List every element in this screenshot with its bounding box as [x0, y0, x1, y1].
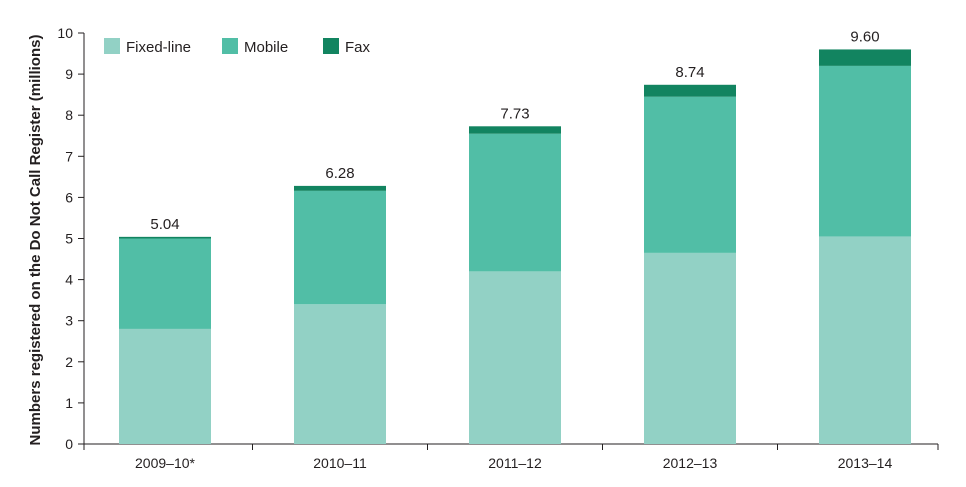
total-label: 7.73 — [500, 105, 529, 122]
legend-label: Fax — [345, 39, 371, 56]
y-tick-label: 8 — [65, 107, 73, 123]
y-axis: 0 1 2 3 4 5 6 7 8 9 10 — [57, 25, 85, 452]
y-tick-label: 9 — [65, 66, 73, 82]
legend-label: Fixed-line — [126, 39, 191, 56]
total-label: 6.28 — [325, 165, 354, 182]
bar-mobile-3 — [644, 96, 736, 253]
y-tick-label: 6 — [65, 189, 73, 205]
y-tick-label: 2 — [65, 354, 73, 370]
y-tick-label: 0 — [65, 436, 73, 452]
bars — [119, 49, 911, 444]
x-tick-label: 2009–10* — [135, 455, 196, 471]
x-tick-label: 2013–14 — [838, 455, 893, 471]
bar-fixed-line-4 — [819, 236, 911, 444]
bar-fixed-line-0 — [119, 328, 211, 444]
y-tick-label: 1 — [65, 395, 73, 411]
x-axis: 2009–10* 2010–11 2011–12 2012–13 2013–14 — [83, 443, 939, 471]
x-tick-label: 2010–11 — [313, 455, 367, 471]
y-axis-title: Numbers registered on the Do Not Call Re… — [27, 35, 44, 446]
total-label: 8.74 — [675, 64, 704, 81]
bar-fax-1 — [294, 185, 386, 191]
x-tick-label: 2011–12 — [488, 455, 542, 471]
bar-mobile-1 — [294, 190, 386, 305]
total-label: 5.04 — [150, 216, 179, 233]
legend-swatch — [323, 38, 339, 54]
y-tick-label: 3 — [65, 313, 73, 329]
x-tick-label: 2012–13 — [663, 455, 718, 471]
y-tick-label: 7 — [65, 148, 73, 164]
bar-fax-0 — [119, 236, 211, 239]
bar-fixed-line-1 — [294, 304, 386, 444]
y-tick-label: 4 — [65, 272, 73, 288]
legend-label: Mobile — [244, 39, 288, 56]
y-tick-label: 10 — [57, 25, 73, 41]
bar-mobile-4 — [819, 65, 911, 237]
bar-fax-4 — [819, 49, 911, 66]
total-label: 9.60 — [850, 28, 879, 45]
legend-swatch — [222, 38, 238, 54]
bar-fax-3 — [644, 84, 736, 97]
bar-fax-2 — [469, 126, 561, 134]
bar-fixed-line-2 — [469, 271, 561, 444]
total-labels: 5.04 6.28 7.73 8.74 9.60 — [150, 28, 879, 232]
legend: Fixed-line Mobile Fax — [104, 38, 371, 56]
y-tick-label: 5 — [65, 231, 73, 247]
bar-mobile-0 — [119, 238, 211, 329]
bar-mobile-2 — [469, 133, 561, 272]
legend-swatch — [104, 38, 120, 54]
bar-fixed-line-3 — [644, 252, 736, 444]
